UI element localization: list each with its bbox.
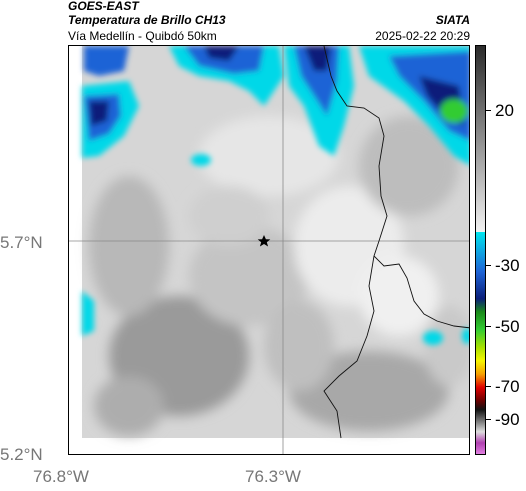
lon-label-76-8: 76.8°W (33, 467, 89, 486)
product-title: Temperatura de Brillo CH13 (68, 13, 226, 27)
satellite-map[interactable] (68, 45, 470, 455)
brightness-temperature-field (82, 46, 469, 438)
colorbar-tick-minus90 (486, 419, 491, 420)
lat-label-5-2: 5.2°N (0, 445, 43, 464)
colorbar-label-minus50: -50 (495, 317, 520, 336)
colorbar-label-20: 20 (495, 101, 514, 120)
colorbar-label-minus70: -70 (495, 377, 520, 396)
map-canvas (69, 46, 469, 454)
org-label: SIATA (435, 13, 470, 27)
colorbar-tick-minus70 (486, 386, 491, 387)
boundary-line-south (323, 255, 375, 439)
route-subtitle: Vía Medellín - Quibdó 50km (68, 29, 217, 43)
colorbar-label-minus90: -90 (495, 410, 520, 429)
star-marker (257, 235, 271, 247)
temperature-colorbar (475, 45, 486, 455)
cold-cloud-tops (82, 46, 469, 345)
colorbar-tick-20 (486, 110, 491, 111)
colorbar-tick-minus50 (486, 326, 491, 327)
lon-label-76-3: 76.3°W (245, 467, 301, 486)
satellite-title: GOES-EAST (68, 0, 139, 13)
colorbar-label-minus30: -30 (495, 256, 520, 275)
datetime-label: 2025-02-22 20:29 (375, 29, 470, 43)
colorbar-tick-minus30 (486, 265, 491, 266)
lat-label-5-7: 5.7°N (0, 233, 43, 252)
boundary-line (323, 46, 469, 329)
